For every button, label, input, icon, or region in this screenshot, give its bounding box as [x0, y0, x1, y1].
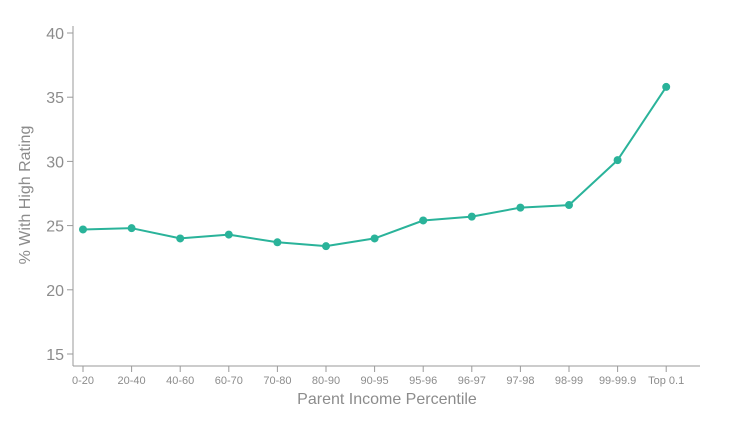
y-tick-label: 20	[46, 283, 64, 300]
y-axis-ticks: 15 20 25 30 35 40	[46, 26, 73, 364]
y-tick-label: 15	[46, 347, 64, 364]
x-tick-label: 96-97	[458, 375, 486, 387]
x-tick-label: 98-99	[555, 375, 583, 387]
x-tick-label: 99-99.9	[599, 375, 636, 387]
y-tick-label: 25	[46, 219, 64, 236]
y-axis-title: % With High Rating	[17, 126, 34, 265]
data-point	[224, 230, 233, 239]
x-axis-ticks: 0-20 20-40 40-60 60-70 70-80 80-90 90-95 95-96 9…	[72, 366, 684, 387]
y-tick-label: 35	[46, 90, 64, 107]
x-tick-label: 0-20	[72, 375, 94, 387]
data-point	[565, 201, 573, 210]
data-point	[322, 242, 330, 251]
data-point	[516, 203, 525, 212]
x-axis: 0-20 20-40 40-60 60-70 70-80 80-90 90-95 95-96 9…	[72, 365, 700, 387]
data-point	[127, 224, 136, 233]
x-tick-label: Top 0.1	[648, 375, 684, 387]
x-tick-label: 20-40	[118, 375, 146, 387]
x-tick-label: 90-95	[361, 375, 389, 387]
x-tick-label: 95-96	[409, 375, 437, 387]
data-point	[79, 225, 87, 234]
x-tick-label: 70-80	[263, 375, 291, 387]
data-point	[273, 238, 282, 247]
data-point	[613, 156, 622, 165]
data-point	[467, 212, 476, 221]
data-point	[370, 234, 379, 243]
y-axis: 15 20 25 30 35 40	[46, 26, 74, 366]
data-point	[419, 216, 428, 225]
x-axis-title: Parent Income Percentile	[297, 391, 477, 408]
data-point	[662, 82, 671, 91]
series-group	[79, 82, 671, 251]
data-point	[176, 234, 185, 243]
x-tick-label: 60-70	[215, 375, 243, 387]
x-tick-label: 80-90	[312, 375, 340, 387]
y-tick-label: 30	[46, 154, 64, 171]
series-line	[82, 86, 668, 248]
x-tick-label: 97-98	[506, 375, 534, 387]
x-tick-label: 40-60	[166, 375, 194, 387]
y-tick-label: 40	[46, 26, 64, 43]
